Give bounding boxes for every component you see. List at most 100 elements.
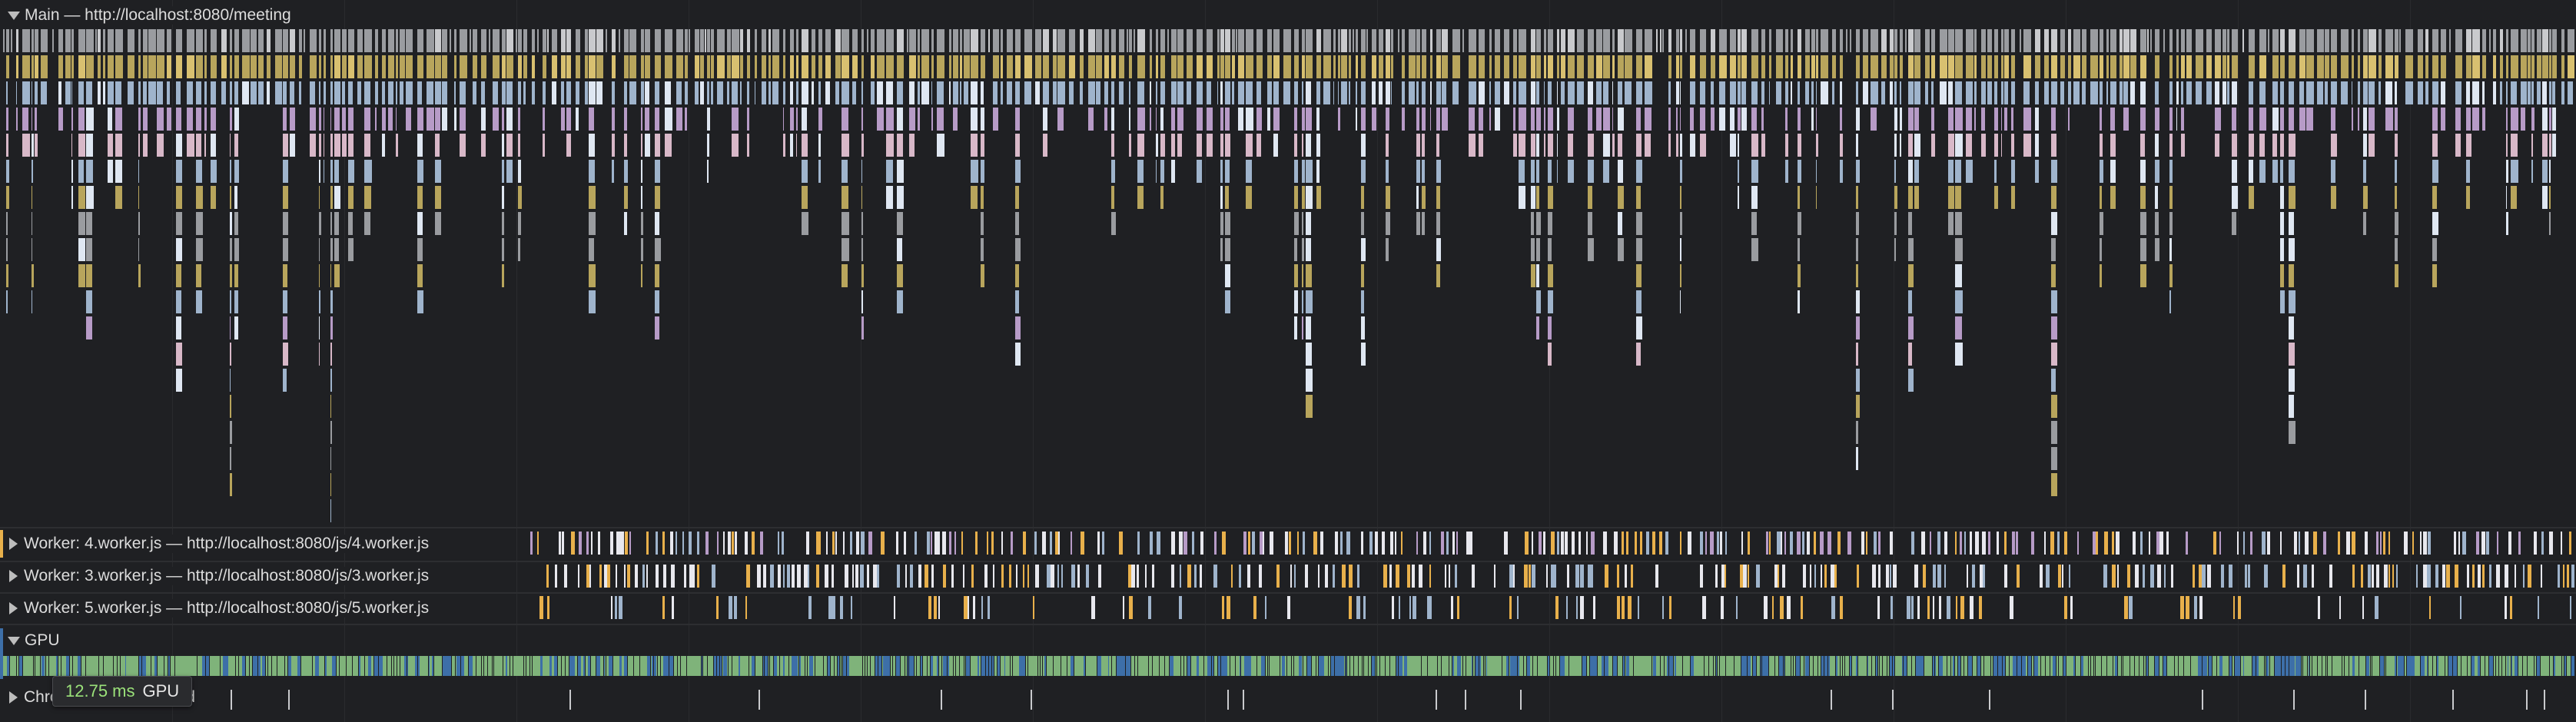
trace-event[interactable]: [2416, 565, 2418, 588]
trace-event[interactable]: [532, 29, 535, 52]
trace-event[interactable]: [32, 160, 33, 183]
trace-event[interactable]: [1618, 134, 1622, 157]
trace-event[interactable]: [960, 81, 961, 104]
trace-event[interactable]: [283, 238, 288, 261]
trace-event[interactable]: [286, 656, 287, 676]
trace-event[interactable]: [204, 108, 207, 131]
trace-event[interactable]: [1798, 290, 1800, 313]
trace-event[interactable]: [2272, 29, 2279, 52]
trace-event[interactable]: [1442, 656, 1445, 676]
trace-event[interactable]: [2313, 532, 2317, 555]
trace-event[interactable]: [1222, 532, 1226, 555]
trace-event[interactable]: [1821, 29, 1828, 52]
trace-event[interactable]: [576, 29, 580, 52]
trace-event[interactable]: [831, 656, 833, 676]
trace-event[interactable]: [2395, 238, 2398, 261]
trace-event[interactable]: [1479, 134, 1483, 157]
trace-event[interactable]: [752, 656, 755, 676]
trace-event[interactable]: [2375, 596, 2378, 619]
trace-event[interactable]: [2106, 81, 2108, 104]
trace-event[interactable]: [397, 656, 400, 676]
trace-event[interactable]: [1364, 656, 1368, 676]
trace-event[interactable]: [204, 134, 206, 157]
trace-event[interactable]: [78, 212, 85, 235]
trace-event[interactable]: [502, 134, 504, 157]
trace-event[interactable]: [497, 656, 500, 676]
trace-event[interactable]: [1241, 656, 1244, 676]
trace-event[interactable]: [1306, 290, 1313, 313]
trace-event[interactable]: [1339, 656, 1343, 676]
trace-event[interactable]: [1015, 238, 1021, 261]
trace-event[interactable]: [897, 81, 903, 104]
trace-event[interactable]: [2051, 55, 2057, 78]
trace-event[interactable]: [665, 134, 672, 157]
trace-event[interactable]: [288, 656, 291, 676]
trace-event[interactable]: [2232, 656, 2234, 676]
trace-event[interactable]: [71, 134, 72, 157]
trace-event[interactable]: [1931, 81, 1934, 104]
trace-event[interactable]: [1730, 81, 1736, 104]
trace-event[interactable]: [2209, 656, 2212, 676]
trace-event[interactable]: [1302, 108, 1305, 131]
trace-event[interactable]: [1994, 81, 1997, 104]
trace-event[interactable]: [2385, 29, 2393, 52]
trace-event[interactable]: [2191, 656, 2194, 676]
trace-event[interactable]: [1856, 212, 1859, 235]
trace-event[interactable]: [2140, 532, 2143, 555]
trace-event[interactable]: [1361, 186, 1364, 209]
trace-event[interactable]: [564, 565, 567, 588]
trace-event[interactable]: [2528, 55, 2531, 78]
trace-event[interactable]: [2093, 532, 2096, 555]
trace-event[interactable]: [1694, 656, 1696, 676]
trace-event[interactable]: [2207, 656, 2208, 676]
trace-event[interactable]: [645, 134, 650, 157]
trace-event[interactable]: [801, 656, 805, 676]
trace-event[interactable]: [1225, 81, 1230, 104]
trace-event[interactable]: [1908, 343, 1912, 366]
trace-event[interactable]: [2031, 532, 2034, 555]
trace-event[interactable]: [1302, 186, 1305, 209]
trace-event[interactable]: [2193, 565, 2195, 588]
trace-event[interactable]: [1292, 656, 1293, 676]
trace-event[interactable]: [268, 656, 269, 676]
trace-event[interactable]: [852, 81, 856, 104]
trace-event[interactable]: [1430, 596, 1432, 619]
trace-event[interactable]: [2289, 55, 2295, 78]
trace-event[interactable]: [65, 81, 71, 104]
trace-event[interactable]: [2346, 532, 2350, 555]
trace-event[interactable]: [2478, 565, 2481, 588]
trace-event[interactable]: [2392, 565, 2394, 588]
trace-event[interactable]: [417, 290, 423, 313]
worker-5-track-header[interactable]: Worker: 5.worker.js — http://localhost:8…: [0, 596, 436, 621]
trace-event[interactable]: [1751, 238, 1758, 261]
trace-event[interactable]: [1966, 55, 1973, 78]
trace-event[interactable]: [2259, 108, 2266, 131]
trace-event[interactable]: [2100, 108, 2102, 131]
trace-event[interactable]: [2180, 596, 2184, 619]
trace-event[interactable]: [1841, 656, 1842, 676]
trace-event[interactable]: [2051, 134, 2056, 157]
trace-event[interactable]: [1391, 81, 1392, 104]
trace-event[interactable]: [1784, 532, 1786, 555]
trace-event[interactable]: [1006, 656, 1007, 676]
trace-event[interactable]: [960, 55, 962, 78]
trace-event[interactable]: [1382, 532, 1385, 555]
trace-event[interactable]: [1409, 656, 1412, 676]
trace-event[interactable]: [319, 55, 321, 78]
trace-event[interactable]: [204, 55, 207, 78]
trace-event[interactable]: [796, 134, 797, 157]
trace-event[interactable]: [2395, 29, 2398, 52]
trace-event[interactable]: [2222, 656, 2225, 676]
trace-event[interactable]: [310, 29, 317, 52]
trace-event[interactable]: [1908, 134, 1913, 157]
trace-event[interactable]: [1306, 55, 1313, 78]
trace-event[interactable]: [16, 81, 17, 104]
trace-event[interactable]: [1868, 656, 1870, 676]
trace-event[interactable]: [1207, 656, 1211, 676]
trace-event[interactable]: [1612, 29, 1615, 52]
trace-event[interactable]: [1961, 656, 1964, 676]
trace-event[interactable]: [1361, 343, 1366, 366]
trace-event[interactable]: [1738, 134, 1739, 157]
trace-event[interactable]: [1057, 81, 1065, 104]
trace-event[interactable]: [388, 81, 393, 104]
